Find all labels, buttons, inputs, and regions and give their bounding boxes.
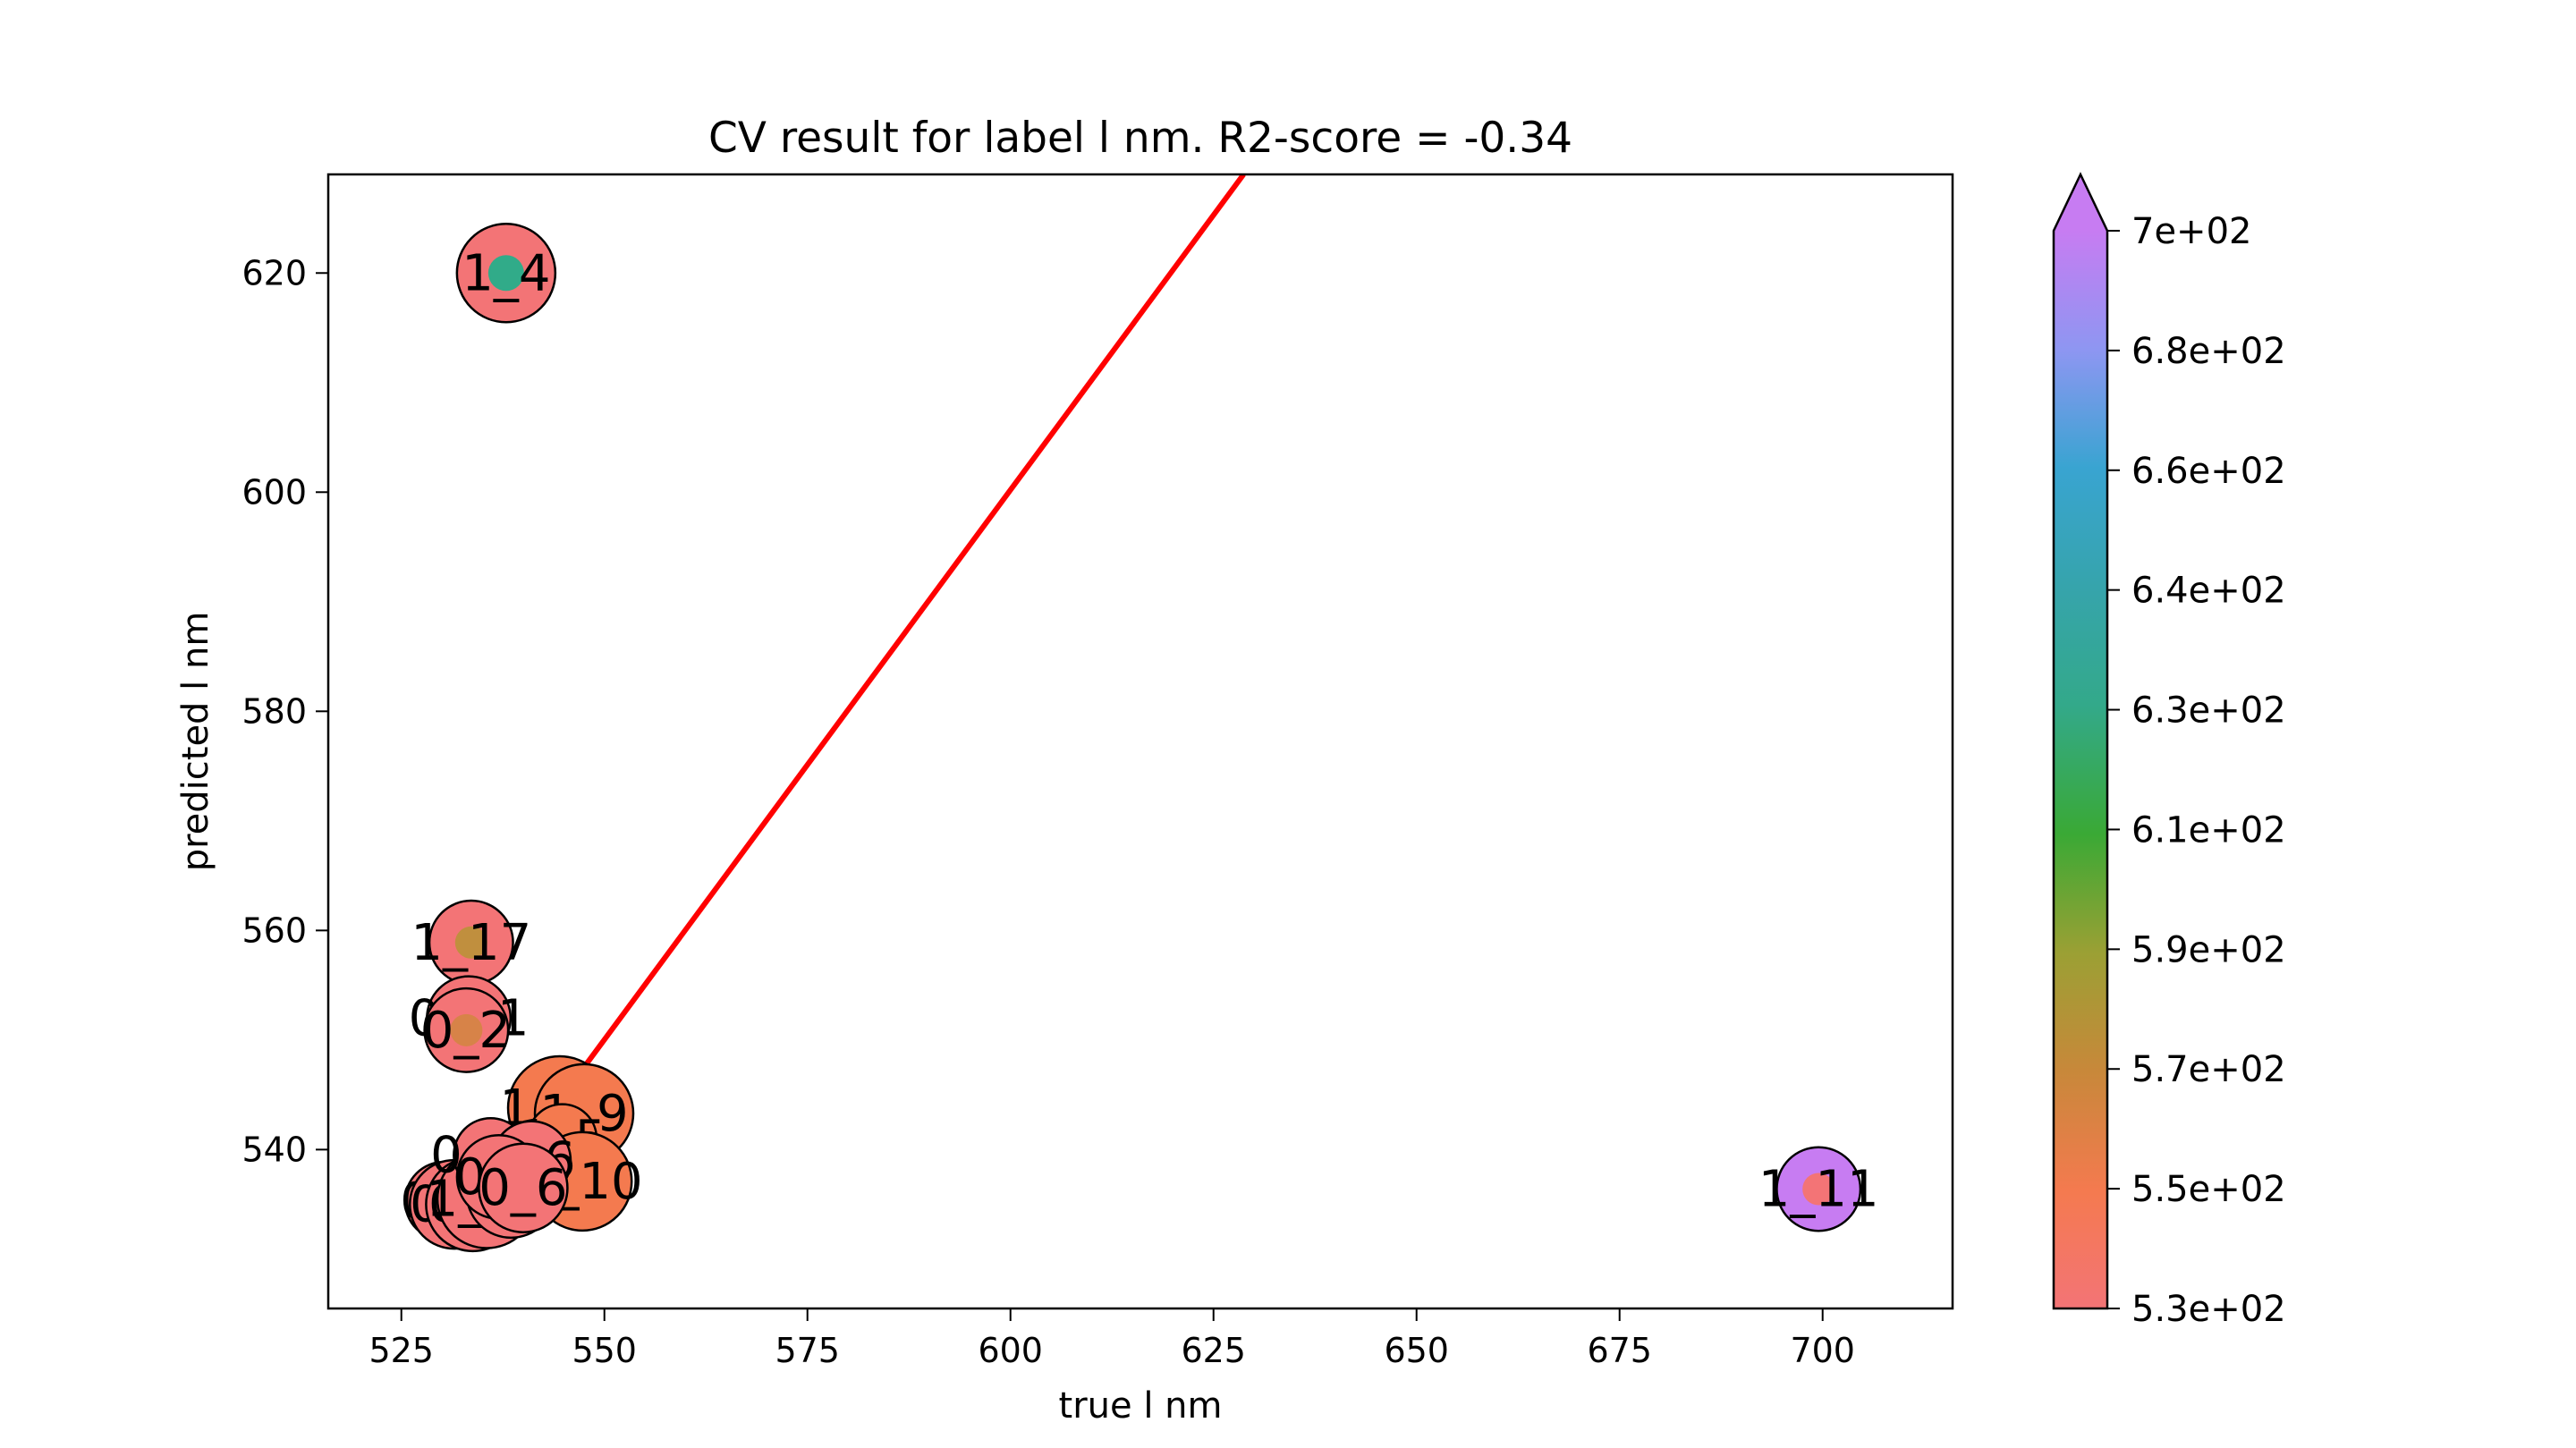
point-inner-marker [1802, 1173, 1835, 1206]
point-label: 1_11 [1758, 1160, 1879, 1218]
y-tick-label: 540 [242, 1130, 307, 1169]
data-point: 0_2 [422, 987, 511, 1073]
x-axis-label: true l nm [1059, 1385, 1223, 1427]
plot-area: 1_41_170_110_21_161_91_51_101_110_10_50_… [326, 173, 1954, 1310]
chart-title: CV result for label l nm. R2-score = -0.… [708, 114, 1572, 163]
y-tick-label: 600 [242, 472, 307, 512]
point-label: 1_4 [462, 244, 550, 302]
x-tick-label: 600 [978, 1331, 1043, 1370]
point-label: 0_6 [479, 1159, 567, 1217]
colorbar-tick-label: 7e+02 [2131, 211, 2251, 252]
data-point: 1_4 [455, 223, 557, 324]
plot-frame [326, 173, 1954, 1310]
point-inner-marker [506, 1172, 539, 1205]
colorbar-gradient [2054, 231, 2107, 1308]
point-inner-marker [564, 1163, 601, 1199]
y-axis: 540 560 580 600 620 [242, 253, 328, 1169]
x-tick-label: 650 [1384, 1331, 1449, 1370]
point-inner-marker [450, 1013, 483, 1046]
colorbar-outline [2052, 172, 2109, 1310]
colorbar-tick-label: 6.1e+02 [2131, 809, 2286, 851]
data-point: 1_11 [1758, 1146, 1879, 1232]
point-inner-marker [487, 255, 524, 292]
data-point: 1_17 [411, 899, 531, 986]
x-tick-label: 550 [572, 1331, 637, 1370]
colorbar-tick-label: 6.6e+02 [2131, 451, 2286, 492]
colorbar-tick-label: 5.5e+02 [2131, 1169, 2286, 1210]
colorbar-extend-arrow [2054, 174, 2107, 231]
x-tick-label: 675 [1587, 1331, 1652, 1370]
x-tick-label: 700 [1790, 1331, 1855, 1370]
point-inner-marker [454, 926, 487, 959]
y-tick-label: 580 [242, 691, 307, 731]
y-axis-label: predicted l nm [175, 612, 216, 872]
x-tick-label: 525 [369, 1331, 434, 1370]
colorbar-tick-label: 6.3e+02 [2131, 690, 2286, 732]
point-label: 0_2 [422, 1002, 511, 1060]
y-tick-label: 620 [242, 253, 307, 292]
x-tick-label: 625 [1181, 1331, 1246, 1370]
y-tick-label: 560 [242, 910, 307, 950]
point-label: 1_17 [411, 914, 531, 972]
x-tick-label: 575 [775, 1331, 840, 1370]
colorbar-tick-label: 6.4e+02 [2131, 571, 2286, 612]
fit-line [523, 174, 1246, 1148]
colorbar-tick-label: 5.3e+02 [2131, 1289, 2286, 1330]
data-point: 0_6 [478, 1142, 569, 1233]
colorbar-tick-label: 5.9e+02 [2131, 929, 2286, 970]
colorbar-tick-label: 5.7e+02 [2131, 1049, 2286, 1090]
colorbar: 5.3e+02 5.5e+02 5.7e+02 5.9e+02 6.1e+02 6.3e+… [2052, 172, 2286, 1330]
x-axis: 525 550 575 600 625 650 675 700 [369, 1308, 1855, 1370]
colorbar-tick-label: 6.8e+02 [2131, 331, 2286, 372]
